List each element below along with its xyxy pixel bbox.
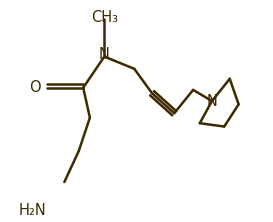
Text: N: N [99,47,110,62]
Text: CH₃: CH₃ [91,10,118,25]
Text: O: O [29,80,41,95]
Text: N: N [207,93,217,109]
Text: H₂N: H₂N [19,203,47,218]
